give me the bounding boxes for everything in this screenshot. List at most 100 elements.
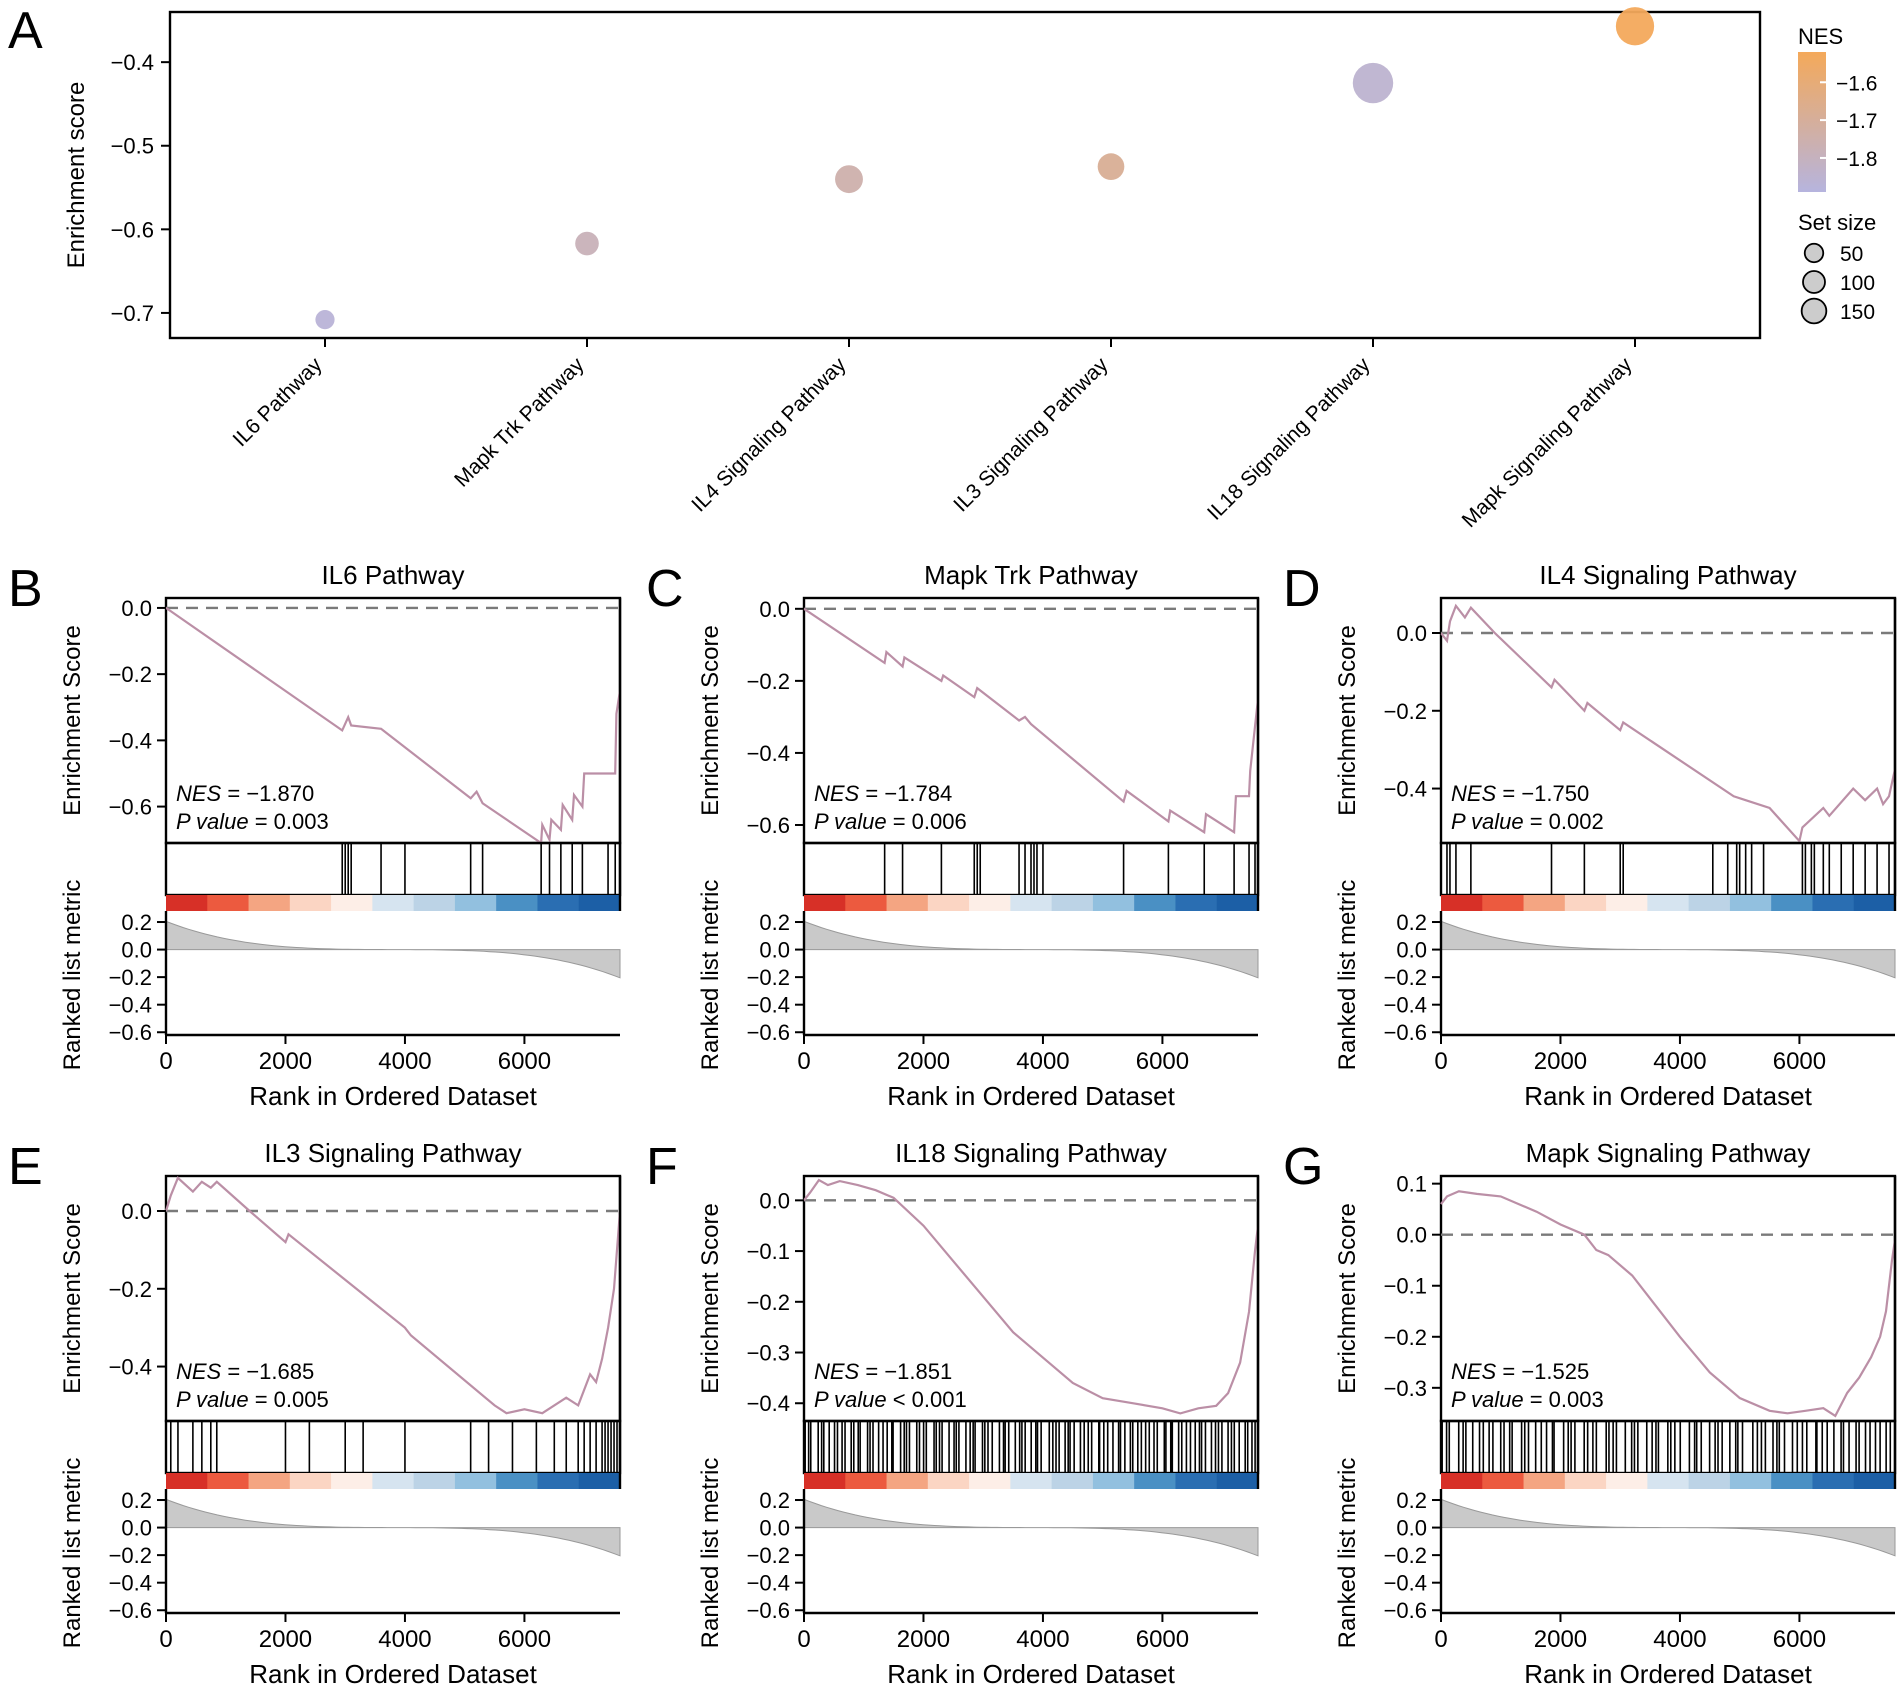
panel-g: G Mapk Signaling Pathway 0.1 0.0 −0.1 −0.2 −0.… xyxy=(1283,1138,1897,1689)
metric-y-tick-label: 0.2 xyxy=(1396,910,1427,935)
colorbar-tick-label: −1.6 xyxy=(1836,72,1877,95)
metric-y-tick-label: −0.2 xyxy=(1384,965,1427,990)
metric-y-tick-label: −0.4 xyxy=(109,1571,152,1596)
es-y-axis-label: Enrichment Score xyxy=(697,625,724,816)
metric-y-tick-label: 0.0 xyxy=(1396,1516,1427,1541)
panel-title: IL3 Signaling Pathway xyxy=(264,1138,521,1168)
metric-y-tick-label: 0.0 xyxy=(121,938,152,963)
es-frame xyxy=(802,1174,1260,1423)
colorbar-tick-label: −1.8 xyxy=(1836,148,1877,171)
x-tick-label: Mapk Signaling Pathway xyxy=(1458,353,1637,532)
nes-value: = −1.870 xyxy=(221,781,314,806)
y-tick-label: −0.6 xyxy=(111,217,154,242)
size-legend-circle xyxy=(1803,242,1825,264)
ranked-metric-area xyxy=(803,920,1259,979)
y-axis-label: Enrichment score xyxy=(63,82,90,269)
metric-y-tick-label: 0.2 xyxy=(121,1488,152,1513)
x-axis-label: Rank in Ordered Dataset xyxy=(249,1659,537,1689)
x-tick-label: 0 xyxy=(159,1626,172,1653)
nes-annotation: NES = −1.784 xyxy=(814,781,952,806)
metric-y-axis-label: Ranked list metric xyxy=(1334,880,1361,1071)
nes-label: NES xyxy=(176,1359,222,1384)
x-tick-label: 4000 xyxy=(378,1626,431,1653)
enrichment-score-line xyxy=(165,606,622,845)
metric-y-tick-label: 0.0 xyxy=(759,1516,790,1541)
metric-y-tick-label: −0.6 xyxy=(109,1020,152,1045)
heat-segment xyxy=(1647,1473,1690,1489)
heat-segment xyxy=(207,895,250,911)
heat-segment xyxy=(1441,1473,1483,1489)
heat-segment xyxy=(1853,895,1896,911)
es-frame xyxy=(164,1174,622,1423)
x-axis-label: Rank in Ordered Dataset xyxy=(887,1659,1175,1689)
enrichment-score-line xyxy=(164,1176,622,1415)
pvalue-label: P value xyxy=(1451,1387,1524,1412)
panel-letter: D xyxy=(1283,560,1321,618)
metric-y-tick-label: −0.2 xyxy=(109,965,152,990)
heat-segment xyxy=(413,1473,456,1489)
data-point xyxy=(1352,62,1394,104)
es-y-tick-label: −0.1 xyxy=(1384,1274,1427,1299)
es-y-tick-label: −0.3 xyxy=(1384,1376,1427,1401)
heat-segment xyxy=(1010,895,1053,911)
x-tick-label: 0 xyxy=(1434,1626,1447,1653)
x-tick-label: 4000 xyxy=(1016,1626,1069,1653)
ranked-metric-area xyxy=(165,1498,621,1557)
colorbar-title: NES xyxy=(1798,24,1843,49)
heat-segment xyxy=(289,895,332,911)
heat-segment xyxy=(1523,895,1566,911)
panel-title: Mapk Signaling Pathway xyxy=(1526,1138,1811,1168)
heat-segment xyxy=(1092,895,1135,911)
metric-y-tick-label: −0.4 xyxy=(1384,993,1427,1018)
heat-segment xyxy=(1771,895,1813,911)
nes-value: = −1.750 xyxy=(1496,781,1589,806)
heat-segment xyxy=(1441,895,1483,911)
heat-segment xyxy=(1092,1473,1135,1489)
y-tick-label: −0.4 xyxy=(111,50,154,75)
nes-label: NES xyxy=(814,1359,860,1384)
metric-y-tick-label: −0.6 xyxy=(1384,1020,1427,1045)
es-frame xyxy=(802,596,1260,845)
nes-label: NES xyxy=(176,781,222,806)
x-tick-label: IL3 Signaling Pathway xyxy=(949,353,1113,517)
x-axis-label: Rank in Ordered Dataset xyxy=(1524,1081,1812,1111)
data-point xyxy=(315,310,335,330)
metric-y-tick-label: −0.4 xyxy=(747,1571,790,1596)
x-axis-label: Rank in Ordered Dataset xyxy=(1524,1659,1812,1689)
heat-segment xyxy=(454,1473,497,1489)
x-tick-label: 2000 xyxy=(1534,1048,1587,1075)
heat-segment xyxy=(1134,1473,1176,1489)
metric-y-tick-label: −0.2 xyxy=(747,965,790,990)
heat-segment xyxy=(1216,895,1259,911)
hits-frame xyxy=(164,1419,622,1475)
heat-segment xyxy=(1134,895,1176,911)
panel-f: F IL18 Signaling Pathway 0.0 −0.1 −0.2 −0.3 −0… xyxy=(646,1138,1260,1689)
es-y-tick-label: 0.0 xyxy=(1396,621,1427,646)
metric-y-axis-label: Ranked list metric xyxy=(697,1458,724,1649)
es-y-tick-label: 0.0 xyxy=(759,1188,790,1213)
nes-annotation: NES = −1.870 xyxy=(176,781,314,806)
es-y-tick-label: −0.6 xyxy=(109,795,152,820)
nes-annotation: NES = −1.750 xyxy=(1451,781,1589,806)
metric-y-tick-label: −0.4 xyxy=(1384,1571,1427,1596)
heat-segment xyxy=(1051,1473,1094,1489)
heat-segment xyxy=(1771,1473,1813,1489)
size-legend-label: 100 xyxy=(1840,272,1875,295)
metric-y-tick-label: 0.2 xyxy=(1396,1488,1427,1513)
es-y-tick-label: −0.1 xyxy=(747,1239,790,1264)
nes-label: NES xyxy=(1451,781,1497,806)
es-y-tick-label: −0.2 xyxy=(109,662,152,687)
es-y-tick-label: −0.2 xyxy=(747,1290,790,1315)
hits-frame xyxy=(164,841,622,897)
heat-segment xyxy=(537,1473,580,1489)
heat-segment xyxy=(1812,1473,1855,1489)
heat-segment xyxy=(207,1473,250,1489)
panel-a: A −0.4 −0.5 −0.6 −0.7 Enrichment score IL6 Pat… xyxy=(8,2,1877,532)
heat-segment xyxy=(1216,1473,1259,1489)
enrichment-score-line xyxy=(803,1178,1260,1415)
pvalue-annotation: P value < 0.001 xyxy=(814,1387,967,1412)
metric-y-tick-label: −0.2 xyxy=(1384,1543,1427,1568)
heat-segment xyxy=(1564,895,1607,911)
heat-segment xyxy=(886,1473,929,1489)
